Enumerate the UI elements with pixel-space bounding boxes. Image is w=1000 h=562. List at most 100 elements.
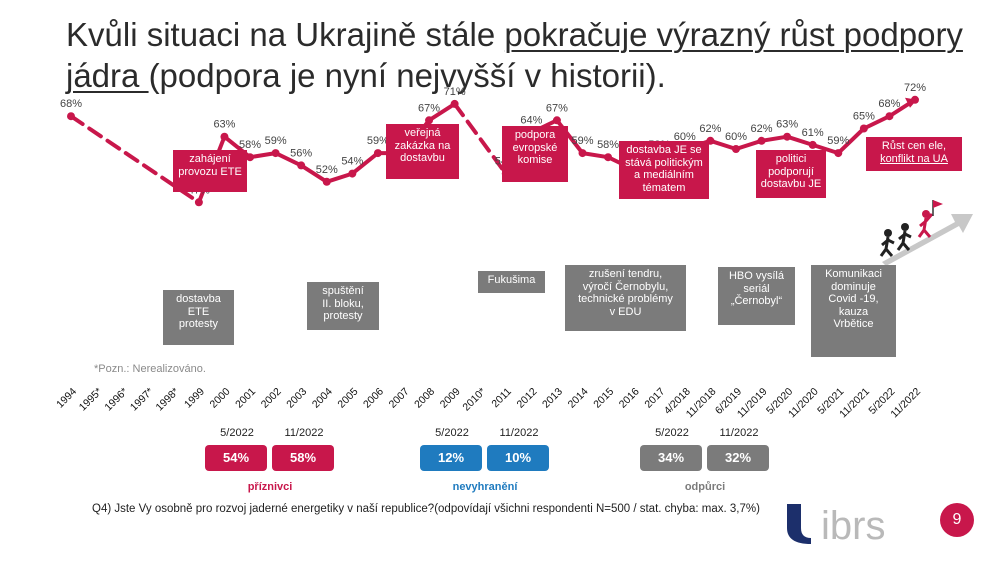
- event-annotation-grey: zrušení tendru, výročí Černobylu, technick…: [565, 265, 686, 331]
- data-label: 59%: [265, 135, 287, 147]
- series-line-segment: [708, 138, 738, 151]
- data-point: [425, 116, 434, 125]
- x-tick-label: 2013: [540, 386, 565, 411]
- annotation-line: Covid -19,: [828, 293, 879, 305]
- survey-footnote: Q4) Jste Vy osobně pro rozvoj jaderné en…: [92, 503, 760, 515]
- event-annotation-red: Růst cen ele, konflikt na UA: [866, 137, 962, 171]
- data-label: 62%: [751, 123, 773, 135]
- annotation-line: komise: [517, 154, 553, 166]
- annotation-line: v EDU: [609, 305, 642, 318]
- annotation-line: Fukušima: [487, 274, 536, 286]
- x-tick-label: 1998*: [154, 386, 182, 414]
- data-label: 60%: [725, 131, 747, 143]
- annotation-line: ETE: [187, 305, 210, 318]
- series-line-segment: [861, 114, 892, 131]
- series-line-segment: [554, 118, 585, 156]
- data-point: [578, 149, 587, 158]
- annotation-line: provozu ETE: [178, 165, 242, 178]
- event-annotation-grey: spuštění II. bloku, protesty: [307, 282, 379, 330]
- x-tick-label: 2000: [208, 386, 233, 411]
- x-tick-label: 2006: [361, 386, 386, 411]
- annotation-line: dominuje: [831, 280, 876, 293]
- annotation-line: protesty: [323, 310, 363, 322]
- group-name-label: nevyhranění: [452, 481, 518, 493]
- data-point: [911, 95, 919, 104]
- data-point: [604, 153, 613, 162]
- data-label: 68%: [60, 98, 82, 110]
- annotation-line: podporují: [768, 165, 814, 178]
- annotation-line: výročí Černobylu,: [582, 280, 669, 293]
- data-label: 72%: [904, 82, 926, 94]
- annotation-line: konflikt na UA: [880, 152, 948, 165]
- group-period-label: 11/2022: [719, 427, 759, 439]
- group-period-label: 5/2022: [655, 427, 689, 439]
- x-tick-label: 2016: [617, 386, 642, 411]
- data-point: [834, 149, 843, 158]
- annotation-line: stává politickým: [625, 156, 703, 169]
- series-line-segment: [733, 138, 764, 151]
- series-line-segment: [785, 134, 815, 147]
- x-tick-label: 2001: [233, 386, 258, 411]
- line-chart: 68%47%63%58%59%56%52%54%59%59%67%71%54%6…: [54, 82, 973, 420]
- annotation-line: Komunikaci: [825, 268, 882, 280]
- chart-note: *Pozn.: Nerealizováno.: [94, 363, 206, 375]
- x-tick-label: 1995*: [77, 386, 105, 414]
- annotation-line: dostavbu: [400, 152, 445, 164]
- series-line-segment: [810, 142, 841, 156]
- annotation-line: evropské: [512, 141, 558, 154]
- data-point: [859, 124, 868, 133]
- x-tick-label: 2007: [387, 386, 412, 411]
- data-point: [194, 198, 203, 207]
- annotation-line: dostavba: [176, 293, 221, 305]
- group-value-pill: 10%: [487, 445, 549, 471]
- series-line-segment: [427, 101, 457, 123]
- data-point: [373, 149, 382, 158]
- series-line-segment: [759, 134, 790, 143]
- data-point: [783, 132, 792, 141]
- data-label: 68%: [878, 98, 900, 110]
- title-part-3: (podpora je nyní nejvyšší v historii).: [148, 57, 666, 94]
- data-label: 58%: [597, 139, 619, 151]
- annotation-line: Růst cen ele,: [881, 140, 947, 152]
- data-point: [808, 140, 817, 149]
- annotation-line: tématem: [642, 181, 686, 194]
- data-point: [271, 149, 280, 158]
- x-tick-label: 2002: [259, 386, 284, 411]
- data-label: 59%: [367, 135, 389, 147]
- data-point: [731, 145, 740, 153]
- annotation-line: technické problémy: [578, 293, 673, 305]
- event-annotation-red: politici podporují dostavbu JE: [756, 150, 826, 198]
- data-point: [220, 132, 229, 141]
- data-label: 64%: [520, 115, 542, 127]
- annotation-line: zahájení: [189, 153, 231, 165]
- group-period-label: 11/2022: [499, 427, 539, 439]
- annotation-line: II. bloku,: [322, 297, 364, 310]
- annotation-line: dostavba JE se: [626, 144, 702, 156]
- data-label: 60%: [674, 131, 696, 143]
- event-annotation-grey: HBO vysílá seriál „Černobyl“: [718, 267, 795, 325]
- data-label: 58%: [239, 139, 261, 151]
- x-tick-label: 2003: [284, 386, 309, 411]
- group-period-label: 11/2022: [284, 427, 324, 439]
- series-line-gap: [452, 101, 508, 176]
- annotation-line: Vrbětice: [833, 318, 874, 330]
- data-point: [757, 136, 766, 145]
- event-annotation-red: podpora evropské komise: [502, 126, 568, 182]
- x-tick-label: 1999: [182, 386, 207, 411]
- annotation-line: kauza: [838, 305, 869, 318]
- data-label: 71%: [444, 86, 466, 98]
- group-value-pill: 34%: [640, 445, 702, 471]
- event-annotation-grey: Komunikaci dominuje Covid -19, kauza Vrbětic…: [811, 265, 896, 357]
- x-tick-label: 2015: [591, 386, 616, 411]
- x-tick-label: 2012: [514, 386, 539, 411]
- data-label: 59%: [827, 135, 849, 147]
- event-annotation-red: veřejná zakázka na dostavbu: [386, 124, 459, 179]
- annotation-line: zakázka na: [394, 139, 451, 152]
- annotation-line: a mediálním: [634, 169, 694, 181]
- data-label: 62%: [699, 123, 721, 135]
- x-tick-label: 2011: [489, 386, 514, 411]
- x-tick-label: 1994: [54, 386, 79, 411]
- page-title: Kvůli situaci na Ukrajině stále pokračuj…: [66, 14, 966, 96]
- annotation-line: seriál: [743, 282, 770, 295]
- event-annotation-grey: Fukušima: [478, 271, 545, 293]
